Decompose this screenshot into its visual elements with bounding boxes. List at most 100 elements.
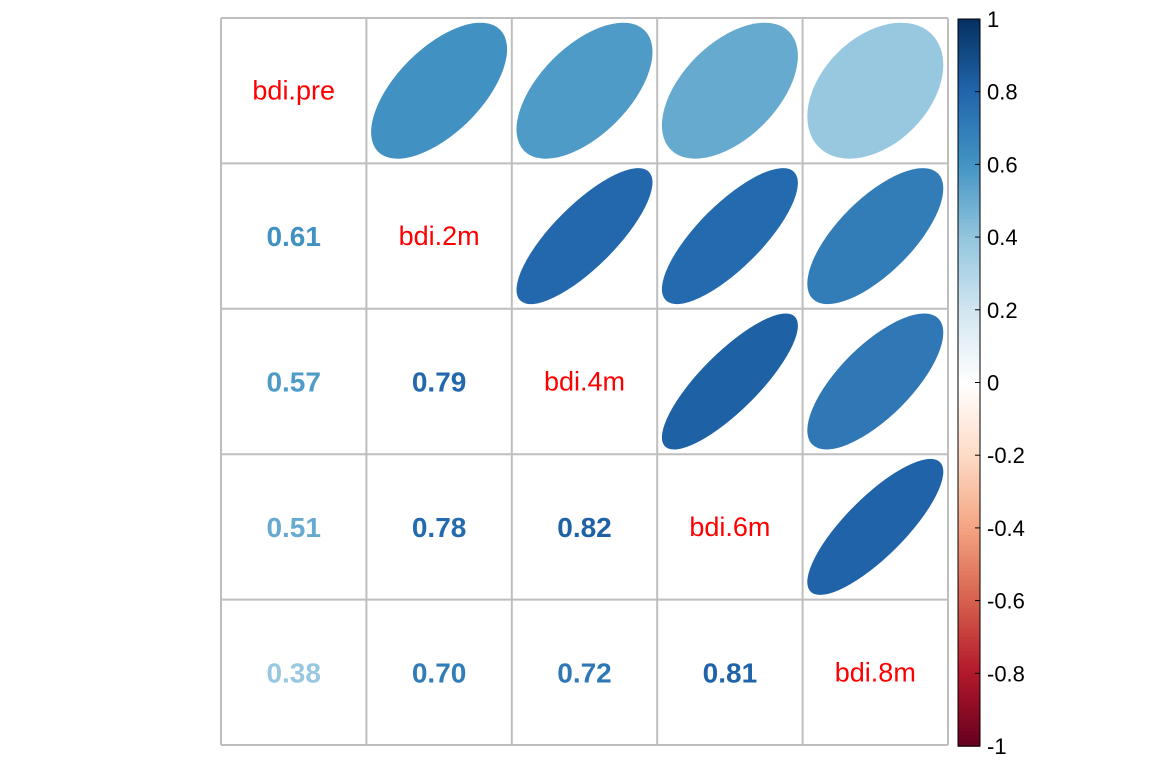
colorbar-segment [958, 375, 980, 380]
colorbar-segment [958, 382, 980, 387]
colorbar-segment [958, 44, 980, 49]
colorbar-segment [958, 280, 980, 286]
variable-label-bdi-4m: bdi.4m [544, 367, 625, 397]
correlation-ellipse [516, 22, 653, 159]
correlation-ellipse [661, 22, 798, 159]
colorbar-segment [958, 458, 980, 464]
colorbar-segment [958, 19, 980, 24]
colorbar-segment [958, 582, 980, 587]
colorbar-segment [958, 444, 980, 449]
colorbar-segment [958, 309, 980, 315]
colorbar-segment [958, 440, 980, 446]
colorbar-segment [958, 295, 980, 300]
colorbar-segment [958, 593, 980, 598]
colorbar-segment [958, 98, 980, 104]
colorbar-segment [958, 204, 980, 209]
colorbar-segment [958, 589, 980, 595]
colorbar-segment [958, 84, 980, 89]
colorbar-segment [958, 73, 980, 78]
colorbar-segment [958, 91, 980, 97]
colorbar-segment [958, 480, 980, 486]
colorbar-segment [958, 695, 980, 700]
colorbar-segment [958, 306, 980, 311]
colorbar-segment [958, 378, 980, 384]
colorbar-segment [958, 106, 980, 111]
colorbar-segment [958, 51, 980, 57]
colorbar-segment [958, 498, 980, 504]
colorbar-segment [958, 647, 980, 653]
colorbar-tick-label: -0.6 [987, 589, 1025, 614]
colorbar-segment [958, 168, 980, 173]
colorbar-segment [958, 506, 980, 511]
coefficient-label: 0.61 [266, 221, 321, 252]
colorbar-tick-label: -0.4 [987, 516, 1025, 541]
colorbar-segment [958, 389, 980, 395]
colorbar-segment [958, 487, 980, 493]
colorbar-segment [958, 229, 980, 235]
colorbar-segment [958, 193, 980, 198]
colorbar-segment [958, 222, 980, 227]
colorbar-segment [958, 182, 980, 188]
coefficient-label: 0.82 [557, 512, 612, 543]
colorbar-segment [958, 327, 980, 333]
colorbar-tick-label: 0.8 [987, 80, 1018, 105]
colorbar-segment [958, 331, 980, 337]
colorbar-segment [958, 178, 980, 184]
colorbar-segment [958, 302, 980, 307]
colorbar-segment [958, 542, 980, 547]
colorbar-segment [958, 88, 980, 93]
variable-label-bdi-2m: bdi.2m [399, 221, 480, 251]
colorbar-segment [958, 553, 980, 558]
colorbar-segment [958, 226, 980, 231]
colorbar-segment [958, 473, 980, 478]
colorbar-segment [958, 160, 980, 166]
colorbar-tick-label: 0.6 [987, 152, 1018, 177]
colorbar-segment [958, 626, 980, 631]
colorbar-segment [958, 607, 980, 613]
colorbar-segment [958, 640, 980, 646]
colorbar-segment [958, 80, 980, 86]
colorbar-segment [958, 353, 980, 358]
cells-layer: bdi.pre 0.61 bdi.2m 0.57 0.79 bdi.4m 0.51 0.78 0… [252, 22, 944, 688]
colorbar-segment [958, 556, 980, 562]
colorbar-segment [958, 709, 980, 715]
colorbar-segment [958, 477, 980, 482]
colorbar-segment [958, 520, 980, 526]
colorbar-segment [958, 680, 980, 686]
colorbar-segment [958, 651, 980, 656]
colorbar-segment [958, 407, 980, 413]
colorbar-segment [958, 738, 980, 744]
colorbar-segment [958, 218, 980, 224]
colorbar-segment [958, 538, 980, 544]
colorbar-segment [958, 742, 980, 747]
colorbar-segment [958, 516, 980, 522]
colorbar-segment [958, 211, 980, 217]
colorbar-segment [958, 618, 980, 624]
colorbar-segment [958, 291, 980, 297]
colorbar-segment [958, 586, 980, 591]
correlation-ellipse [661, 168, 798, 305]
colorbar-segment [958, 437, 980, 442]
colorbar-segment [958, 113, 980, 118]
correlation-ellipse [807, 313, 944, 450]
coefficient-label: 0.72 [557, 657, 612, 688]
colorbar-segment [958, 186, 980, 191]
colorbar-segment [958, 153, 980, 158]
colorbar-segment [958, 277, 980, 282]
colorbar-segment [958, 716, 980, 722]
colorbar-segment [958, 386, 980, 391]
colorbar-segment [958, 55, 980, 60]
colorbar-segment [958, 571, 980, 576]
colorbar-segment [958, 371, 980, 377]
colorbar-segment [958, 287, 980, 293]
grid-layer [220, 17, 949, 746]
coefficient-label: 0.70 [412, 657, 467, 688]
colorbar-segment [958, 575, 980, 580]
colorbar-segment [958, 491, 980, 496]
colorbar-segment [958, 298, 980, 304]
coefficient-label: 0.51 [266, 512, 321, 543]
colorbar-segment [958, 644, 980, 649]
colorbar-segment [958, 273, 980, 278]
colorbar-segment [958, 673, 980, 678]
colorbar-segment [958, 128, 980, 133]
